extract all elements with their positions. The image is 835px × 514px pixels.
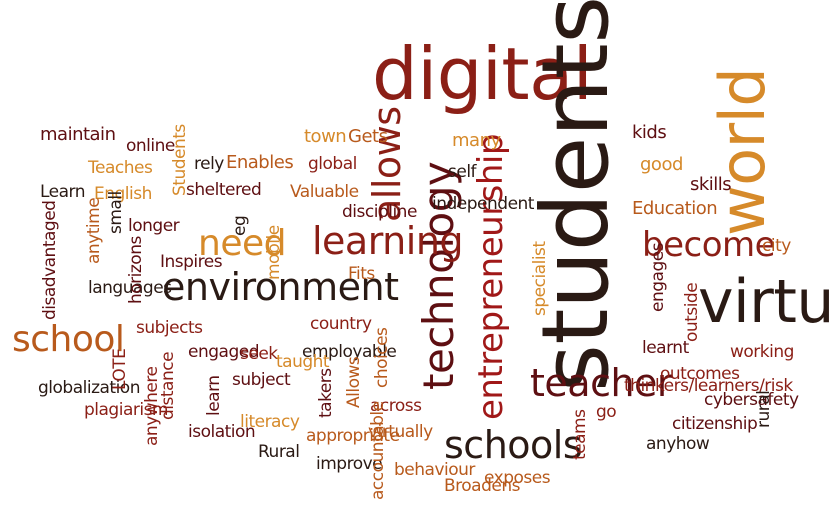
word-anytime: anywhere [142, 366, 162, 446]
word-online: online [126, 136, 175, 156]
word-engaged: horizons [126, 236, 146, 304]
word-virtual: virtual [698, 267, 835, 337]
word-outcomes: outside [682, 282, 702, 342]
word-working: Fits [348, 264, 375, 284]
word-appropriate: learnt [642, 338, 689, 358]
word-skills: skills [690, 174, 732, 195]
word-self: discipline [342, 202, 417, 222]
word-rely: rely [194, 154, 224, 174]
word-city: city [762, 236, 791, 256]
word-teaches: Teaches [88, 158, 153, 178]
word-horizons: literacy [240, 412, 300, 432]
word-small: plagiarism [84, 400, 169, 420]
word-subject: specialist [530, 241, 550, 316]
word-choices: accountable [368, 401, 388, 500]
word-inspires: eg [230, 215, 250, 236]
word-subjects: anytime [84, 197, 104, 264]
word-across: engaged [188, 342, 259, 362]
word-valuable: global [308, 154, 357, 174]
word-teacher: teacher [530, 361, 673, 405]
word-school: school [12, 319, 125, 360]
word-citizenship: Allows [344, 356, 364, 408]
word-exposes: learn [204, 375, 224, 416]
word-behaviour: rural [754, 390, 774, 428]
word-discipline: Valuable [290, 182, 359, 202]
word-distance: appropriate [306, 426, 400, 446]
word-languages: mobile [264, 225, 284, 280]
word-employable: disadvantaged [40, 200, 60, 320]
word-independent: self [448, 162, 477, 182]
word-seek: Inspires [160, 252, 223, 272]
word-rural-cap: taught [276, 352, 330, 372]
word-learning: learning [312, 219, 464, 263]
word-taught: engages [648, 242, 668, 312]
word-learn-cap: Students [170, 124, 190, 196]
word-accountable: exposes [484, 468, 551, 488]
word-good: good [640, 154, 683, 175]
word-country: longer [128, 216, 180, 236]
word-environment: environment [162, 265, 399, 309]
word-cybersafety: country [310, 314, 372, 334]
word-literacy: seek [240, 344, 278, 364]
word-sheltered: English [94, 184, 152, 204]
word-enables: Enables [226, 152, 294, 173]
word-broadens: globalization [38, 378, 140, 398]
word-many: many [452, 130, 501, 151]
word-maintain: maintain [40, 124, 116, 145]
word-entrepreneurship: entrepreneurship [471, 134, 511, 420]
word-gets: Gets [348, 126, 388, 147]
word-learn-lower: anyhow [646, 434, 710, 454]
word-anywhere: virtually [368, 422, 433, 442]
word-thinkers: subjects [136, 318, 203, 338]
word-anyhow: subject [232, 370, 291, 390]
word-students: students [522, 0, 629, 392]
word-longer: independent [432, 194, 534, 214]
word-rural-lower: Broadens [444, 476, 520, 496]
word-teams: behaviour [394, 460, 475, 480]
word-eg: thinkers/learners/risk [624, 376, 793, 396]
word-improve: outcomes [660, 364, 740, 384]
word-allows-small: improve [316, 454, 383, 474]
word-become: become [642, 225, 776, 265]
word-mobile: cybersafety [704, 390, 799, 410]
word-disadvantaged: across [370, 396, 422, 416]
word-world: world [706, 67, 779, 236]
word-globalization: LOTE [110, 348, 130, 390]
word-town: town [304, 126, 347, 147]
word-go: employable [302, 342, 397, 362]
word-takers: Rural [258, 442, 300, 462]
word-isolation: choices [372, 327, 392, 388]
word-need: need [198, 223, 286, 264]
word-english: Learn [40, 182, 86, 202]
word-learnt: languages [88, 278, 172, 298]
word-virtually: working [730, 342, 794, 362]
word-students-small: takers [316, 368, 336, 418]
word-fits: small [106, 191, 126, 234]
word-engages: go [596, 402, 617, 422]
word-digital: digital [372, 32, 593, 116]
word-outside: citizenship [672, 414, 758, 434]
word-specialist: teams [570, 409, 590, 460]
word-schools: schools [444, 423, 583, 467]
word-lote: isolation [188, 422, 256, 442]
word-kids: kids [632, 122, 667, 143]
word-plagiarism: distance [158, 351, 178, 420]
word-education: Education [632, 198, 718, 219]
word-global: sheltered [186, 180, 262, 200]
